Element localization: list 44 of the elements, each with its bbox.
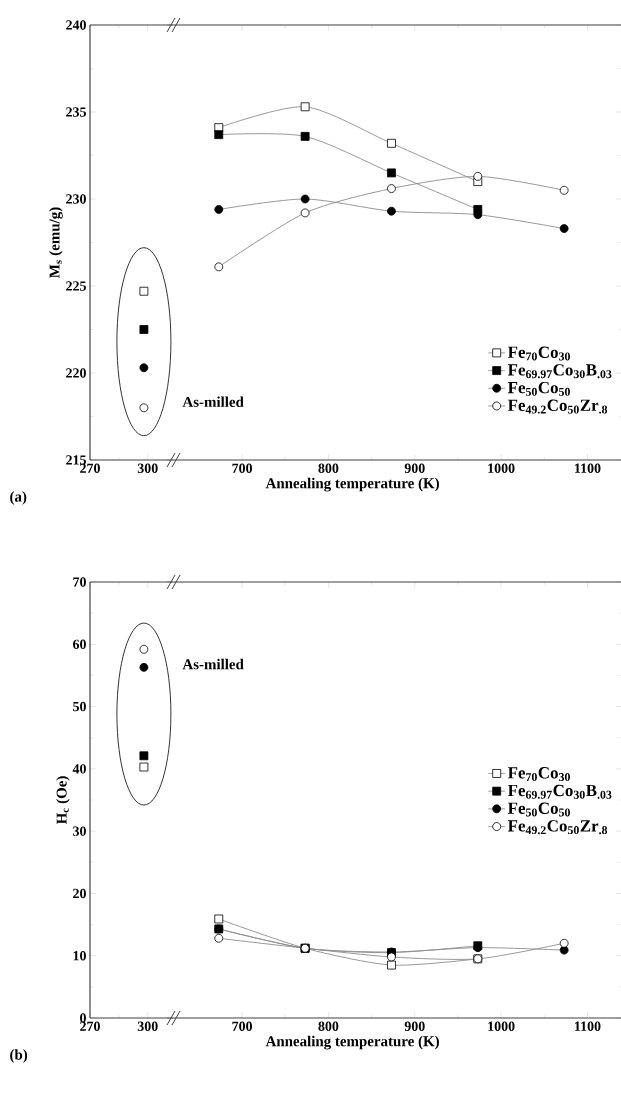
y-tick-label: 40: [72, 764, 86, 774]
legend-label: Fe$_{69.97}$Co$_{30}$B$_{.03}$: [507, 364, 612, 379]
legend-label: Fe$_{49.2}$Co$_{50}$Zr$_{.8}$: [507, 820, 608, 835]
x-tick-label: 1100: [575, 463, 601, 473]
text: (b): [10, 1049, 28, 1063]
y-tick-label: 225: [66, 281, 86, 291]
annotation: As-milled: [182, 658, 244, 670]
legend-label: Fe$_{50}$Co$_{50}$: [507, 802, 570, 817]
x-tick-label: 1000: [488, 463, 515, 473]
y-tick-label: 20: [73, 888, 86, 899]
y-tick-label: 70: [73, 577, 86, 587]
x-axis-title: Annealing temperature (K): [265, 1035, 439, 1050]
x-tick-label: 900: [404, 463, 425, 473]
y-tick-label: 30: [73, 826, 86, 836]
x-tick-label: 900: [404, 1021, 425, 1031]
y-tick-label: 230: [66, 194, 86, 204]
x-tick-label: 700: [232, 1021, 252, 1031]
x-tick-label: 270: [80, 463, 100, 473]
x-tick-label: 700: [232, 463, 252, 473]
y-tick-label: 60: [73, 639, 86, 650]
x-tick-label: 800: [318, 463, 339, 473]
legend-label: Fe$_{49.2}$Co$_{50}$Zr$_{.8}$: [507, 399, 608, 414]
legend-label: Fe$_{69.97}$Co$_{30}$B$_{.03}$: [507, 784, 612, 799]
y-tick-label: 0: [80, 1013, 86, 1023]
legend-label: Fe$_{70}$Co$_{30}$: [507, 346, 570, 361]
x-tick-label: 300: [137, 463, 158, 473]
legend-label: Fe$_{70}$Co$_{30}$: [507, 767, 570, 782]
x-tick-label: 1100: [575, 1021, 601, 1031]
legend-label: Fe$_{50}$Co$_{50}$: [507, 381, 570, 396]
text: (a): [10, 491, 27, 505]
y-tick-label: 10: [73, 951, 86, 961]
y-tick-label: 240: [66, 20, 86, 30]
x-tick-label: 1000: [488, 1021, 515, 1031]
y-tick-label: 50: [73, 701, 86, 712]
y-axis-title: M$_{s}$ (emu/g): [49, 207, 63, 278]
y-tick-label: 215: [66, 455, 86, 465]
y-axis-title: H$_{c}$ (Oe): [56, 776, 70, 825]
x-tick-label: 300: [137, 1021, 158, 1031]
y-tick-label: 235: [66, 107, 86, 117]
x-tick-label: 800: [318, 1021, 339, 1031]
x-axis-title: Annealing temperature (K): [265, 477, 439, 492]
x-tick-label: 270: [80, 1021, 100, 1031]
annotation: As-milled: [182, 396, 244, 407]
y-tick-label: 220: [66, 368, 86, 378]
